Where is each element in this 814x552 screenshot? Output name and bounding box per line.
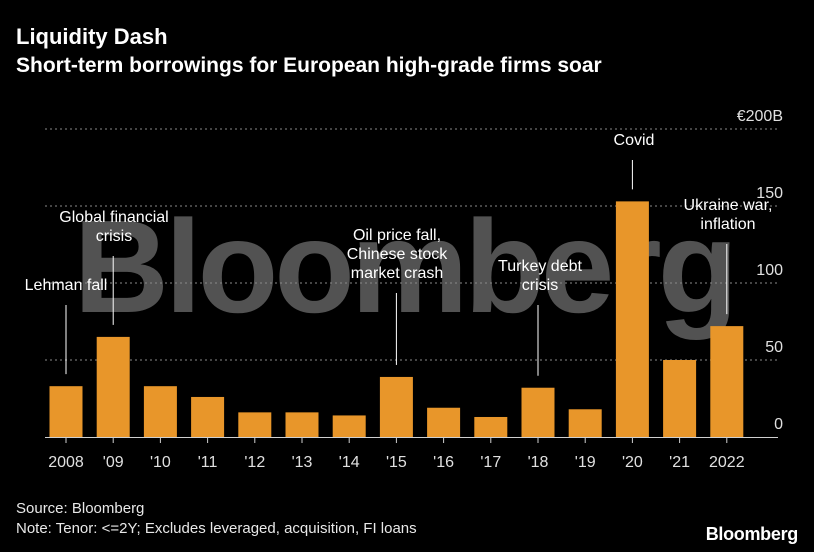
bar — [191, 396, 225, 437]
annotation-text: inflation — [700, 216, 755, 233]
x-tick-label: '12 — [244, 454, 265, 471]
bar — [568, 409, 602, 437]
x-tick-label: '11 — [198, 454, 218, 471]
bar — [143, 386, 177, 437]
x-tick-label: '19 — [575, 454, 596, 471]
x-tick-label: '15 — [386, 454, 407, 471]
annotation-text: crisis — [522, 277, 558, 294]
chart-title: Liquidity Dash — [16, 24, 168, 49]
source-note: Source: Bloomberg — [16, 500, 145, 517]
x-tick-label: 2008 — [48, 454, 84, 471]
annotation-text: Covid — [614, 132, 655, 149]
bar — [332, 415, 366, 437]
annotation-text: crisis — [96, 228, 132, 245]
annotation-text: market crash — [351, 265, 443, 282]
y-tick-label: 0 — [774, 416, 783, 433]
bar — [615, 201, 649, 437]
annotation-text: Oil price fall, — [353, 227, 441, 244]
bar — [379, 376, 413, 437]
bar — [49, 386, 83, 437]
x-tick-label: '18 — [528, 454, 549, 471]
bar — [96, 336, 130, 437]
bar — [521, 387, 555, 437]
x-tick-label: '13 — [292, 454, 313, 471]
bar — [663, 360, 697, 437]
x-tick-label: '21 — [669, 454, 690, 471]
bar — [238, 412, 272, 437]
bloomberg-logo: Bloomberg — [705, 524, 799, 544]
bar — [474, 416, 508, 437]
bar — [427, 407, 461, 437]
y-tick-label: €200B — [737, 108, 783, 125]
annotation-text: Turkey debt — [498, 258, 582, 275]
annotation-text: Chinese stock — [347, 246, 448, 263]
x-tick-label: '16 — [433, 454, 454, 471]
x-tick-label: '17 — [480, 454, 501, 471]
x-tick-label: '10 — [150, 454, 171, 471]
y-tick-label: 50 — [765, 339, 783, 356]
annotation-text: Ukraine war, — [684, 197, 773, 214]
x-tick-label: '14 — [339, 454, 360, 471]
y-tick-label: 100 — [756, 262, 783, 279]
x-tick-label: 2022 — [709, 454, 745, 471]
x-tick-label: '09 — [103, 454, 124, 471]
tenor-note: Note: Tenor: <=2Y; Excludes leveraged, a… — [16, 520, 417, 537]
annotation-text: Global financial — [59, 209, 168, 226]
chart-subtitle: Short-term borrowings for European high-… — [16, 54, 602, 77]
x-tick-label: '20 — [622, 454, 643, 471]
bar — [710, 326, 744, 437]
annotation-text: Lehman fall — [25, 277, 108, 294]
bar — [285, 412, 319, 437]
y-tick-label: 150 — [756, 185, 783, 202]
